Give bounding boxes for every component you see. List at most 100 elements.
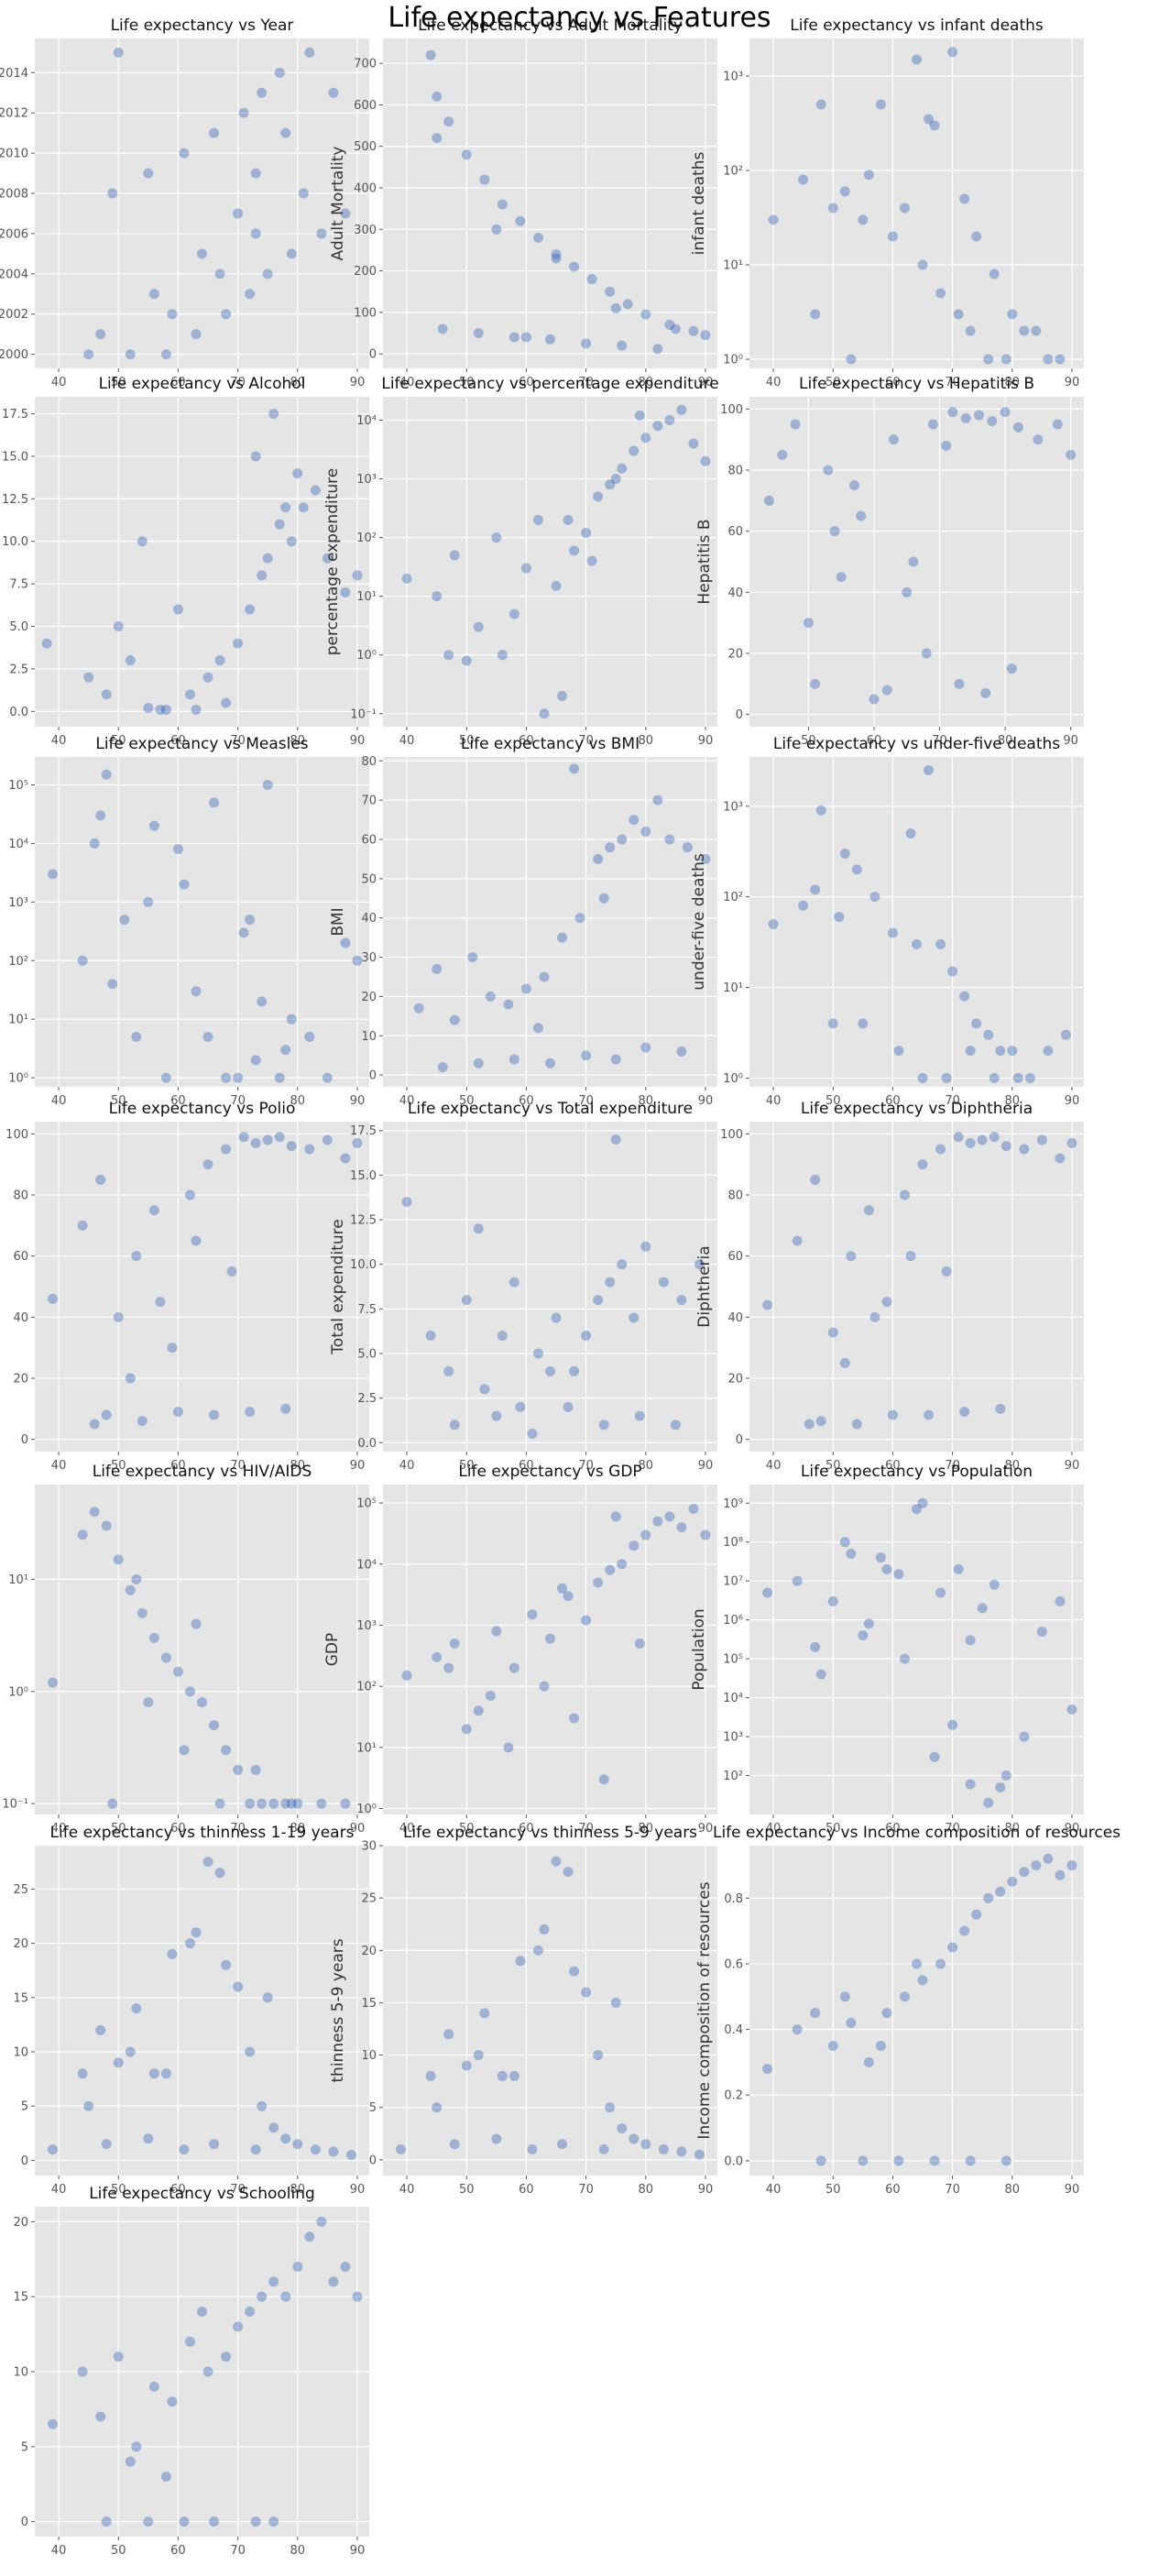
data-point: [869, 892, 880, 903]
y-tick-label: 7.5: [357, 1303, 377, 1317]
data-point: [851, 864, 862, 875]
x-tick-label: 90: [1065, 1459, 1080, 1473]
x-tick-label: 80: [290, 734, 306, 748]
data-point: [95, 2411, 106, 2422]
data-point: [77, 1529, 88, 1540]
y-tick-label: 10: [361, 1030, 377, 1044]
x-tick-label: 50: [826, 2183, 841, 2197]
data-point: [101, 689, 112, 700]
x-tick-label: 80: [639, 2183, 654, 2197]
y-tick-label: 40: [13, 1311, 28, 1325]
data-point: [286, 1798, 297, 1809]
data-point: [167, 1343, 178, 1354]
data-point: [250, 2144, 261, 2155]
data-point: [1012, 1072, 1023, 1083]
data-point: [887, 1409, 898, 1420]
data-point: [947, 407, 958, 418]
x-tick-label: 90: [350, 2183, 366, 2197]
data-point: [652, 1516, 663, 1527]
data-point: [340, 586, 351, 597]
x-tick-label: 60: [170, 1822, 186, 1836]
x-tick-label: 90: [698, 2183, 714, 2197]
data-point: [965, 325, 976, 336]
data-point: [238, 927, 249, 938]
data-point: [473, 2050, 484, 2061]
data-point: [250, 2516, 261, 2527]
data-point: [551, 580, 562, 591]
data-point: [875, 2041, 886, 2052]
data-point: [700, 853, 711, 864]
data-point: [262, 1992, 273, 2003]
data-point: [268, 1798, 279, 1809]
data-point: [634, 410, 645, 421]
data-point: [798, 900, 809, 911]
data-point: [527, 1429, 538, 1440]
y-tick-label: 0.6: [724, 1957, 743, 1971]
data-point: [262, 269, 273, 280]
data-point: [298, 188, 309, 199]
y-tick-label: 10²: [723, 891, 743, 904]
data-point: [762, 1299, 773, 1310]
data-point: [557, 2139, 568, 2150]
y-tick-label: 10¹: [356, 1741, 377, 1755]
x-tick-label: 40: [51, 376, 67, 389]
data-point: [539, 1924, 550, 1935]
y-tick-label: 20: [361, 991, 377, 1004]
y-tick-label: 10⁰: [723, 1072, 743, 1086]
data-point: [101, 1520, 112, 1531]
data-point: [954, 678, 965, 689]
data-point: [839, 186, 850, 197]
y-tick-label: 10⁰: [8, 1685, 28, 1699]
data-point: [858, 1018, 869, 1029]
data-point: [1019, 325, 1030, 336]
data-point: [664, 1511, 675, 1522]
y-tick-label: 25: [13, 1883, 28, 1897]
data-point: [593, 2050, 604, 2061]
data-point: [569, 763, 580, 774]
data-point: [762, 1587, 773, 1598]
y-tick-label: 50: [361, 872, 377, 886]
y-axis-label: Population: [690, 1608, 708, 1690]
data-point: [563, 1591, 574, 1602]
data-point: [245, 915, 256, 926]
data-point: [221, 1745, 232, 1756]
subplot-polio: 40 50 60 70 80 90 0 20 40 60 80 100 Life expectancy …: [5, 1100, 369, 1473]
x-tick-label: 90: [1065, 1094, 1080, 1108]
data-point: [893, 1569, 904, 1580]
data-point: [280, 127, 291, 138]
x-tick-label: 70: [578, 376, 594, 389]
x-tick-label: 70: [945, 376, 960, 389]
x-tick-label: 50: [111, 734, 126, 748]
data-point: [532, 232, 543, 243]
data-point: [461, 1295, 472, 1306]
data-point: [77, 2366, 88, 2377]
data-point: [160, 2472, 171, 2483]
data-point: [245, 289, 256, 300]
subplot-title: Life expectancy vs thinness 1-19 years: [50, 1824, 355, 1842]
data-point: [491, 1626, 502, 1637]
y-tick-label: 20: [13, 1937, 28, 1951]
data-point: [545, 1058, 555, 1069]
data-point: [425, 1331, 436, 1342]
data-point: [340, 1153, 351, 1164]
data-point: [869, 694, 880, 705]
data-point: [95, 810, 106, 821]
y-axis-label: Income composition of resources: [695, 1881, 714, 2139]
data-point: [172, 1407, 183, 1418]
data-point: [508, 332, 519, 343]
data-point: [125, 1373, 136, 1384]
data-point: [245, 1798, 256, 1809]
y-tick-label: 2.5: [9, 663, 28, 676]
data-point: [875, 1552, 886, 1563]
subplot-adult-mortality: 40 50 60 70 80 90 0 100 200 300 400 500 600 700 Life e…: [329, 16, 717, 389]
data-point: [899, 1189, 910, 1200]
data-point: [432, 963, 443, 974]
x-tick-label: 40: [399, 2183, 415, 2197]
x-tick-label: 60: [170, 376, 186, 389]
data-point: [598, 893, 609, 904]
data-point: [250, 1055, 261, 1066]
data-point: [137, 536, 148, 547]
data-point: [634, 1639, 645, 1650]
data-point: [221, 2351, 232, 2362]
data-point: [593, 853, 604, 864]
